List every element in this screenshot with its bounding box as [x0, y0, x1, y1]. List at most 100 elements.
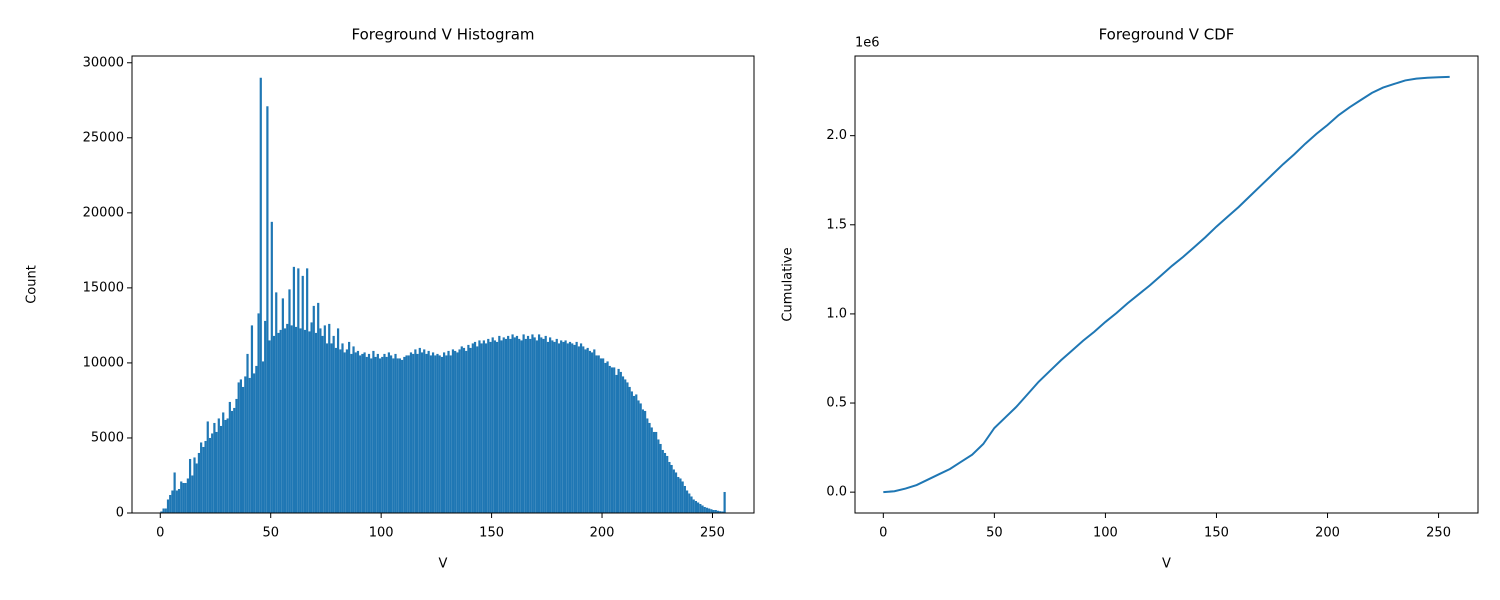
y-tick-label: 10000 [83, 355, 124, 370]
bar [403, 356, 406, 513]
bar [332, 335, 335, 513]
bar [328, 323, 331, 513]
bar [685, 490, 689, 513]
bar [394, 353, 397, 513]
bar [635, 394, 638, 513]
bar [420, 352, 424, 513]
bar [462, 347, 466, 513]
bar [213, 422, 216, 513]
cdf-line [883, 75, 1450, 494]
bar [425, 353, 428, 513]
bar [259, 77, 262, 513]
bar [648, 422, 651, 513]
bar [694, 500, 698, 513]
bar [387, 352, 390, 513]
bar [529, 338, 532, 513]
bar [365, 356, 368, 513]
x-axis-label: V [439, 557, 448, 572]
bar [597, 355, 600, 513]
x-tick-label: 50 [986, 526, 1003, 541]
bar [482, 340, 485, 513]
bar [661, 449, 664, 513]
bar [593, 349, 596, 513]
bar [666, 455, 669, 513]
bar [405, 355, 408, 513]
bar [166, 499, 170, 513]
x-tick-label: 250 [700, 526, 725, 541]
bar [345, 349, 349, 513]
bar [180, 481, 183, 513]
bar [175, 490, 178, 513]
bar [418, 347, 421, 513]
bar [248, 377, 251, 513]
bar [359, 355, 362, 513]
bar [637, 400, 640, 513]
bar [560, 340, 563, 513]
y-axis-label: Count [25, 265, 40, 304]
bar [542, 338, 545, 513]
bar [200, 442, 203, 513]
bar [509, 338, 512, 513]
bar [473, 341, 477, 513]
bar [480, 343, 483, 513]
bar [551, 340, 554, 513]
bar [668, 461, 671, 513]
bar [610, 367, 614, 513]
bar [579, 343, 583, 513]
bar [626, 382, 629, 513]
bar [712, 509, 715, 513]
bar [619, 371, 622, 513]
bar [582, 346, 585, 513]
bar [507, 335, 510, 513]
bar [336, 328, 340, 513]
bar [644, 410, 647, 513]
bar [211, 433, 214, 513]
bar [423, 349, 426, 513]
bar [511, 334, 514, 513]
bar [688, 493, 691, 513]
bar [162, 508, 165, 513]
bar [454, 350, 457, 513]
bar [257, 313, 260, 513]
bar [491, 337, 494, 513]
bar [524, 338, 527, 513]
bar [230, 410, 234, 513]
bar [427, 350, 430, 513]
bar [540, 337, 543, 513]
bar [537, 334, 541, 513]
bar [690, 496, 693, 513]
bar [522, 334, 525, 513]
bar [250, 325, 254, 513]
bar [290, 325, 293, 513]
chart-title: Foreground V Histogram [351, 26, 534, 44]
x-tick-label: 0 [879, 526, 887, 541]
bar [681, 481, 684, 513]
bar [407, 355, 410, 513]
bar [310, 322, 313, 513]
bar [628, 386, 631, 513]
bar [164, 508, 167, 513]
bar [235, 398, 238, 513]
bar [308, 331, 311, 513]
bar [226, 418, 229, 513]
bar [171, 490, 174, 513]
axes-frame [854, 55, 1479, 514]
bar [564, 340, 567, 513]
bar [241, 386, 245, 513]
bar [429, 355, 432, 513]
bar [374, 356, 377, 513]
bar [588, 350, 591, 513]
bar [531, 334, 534, 513]
x-tick-label: 50 [262, 526, 279, 541]
bar [202, 446, 205, 513]
bar [549, 337, 552, 513]
bar [438, 355, 441, 513]
y-tick-label: 0.5 [826, 396, 847, 411]
bar [352, 346, 355, 513]
bar [191, 475, 194, 513]
bar [295, 326, 298, 513]
bar [641, 409, 645, 513]
y-tick-label: 25000 [83, 130, 124, 145]
bar [657, 439, 660, 513]
bar [392, 358, 395, 513]
